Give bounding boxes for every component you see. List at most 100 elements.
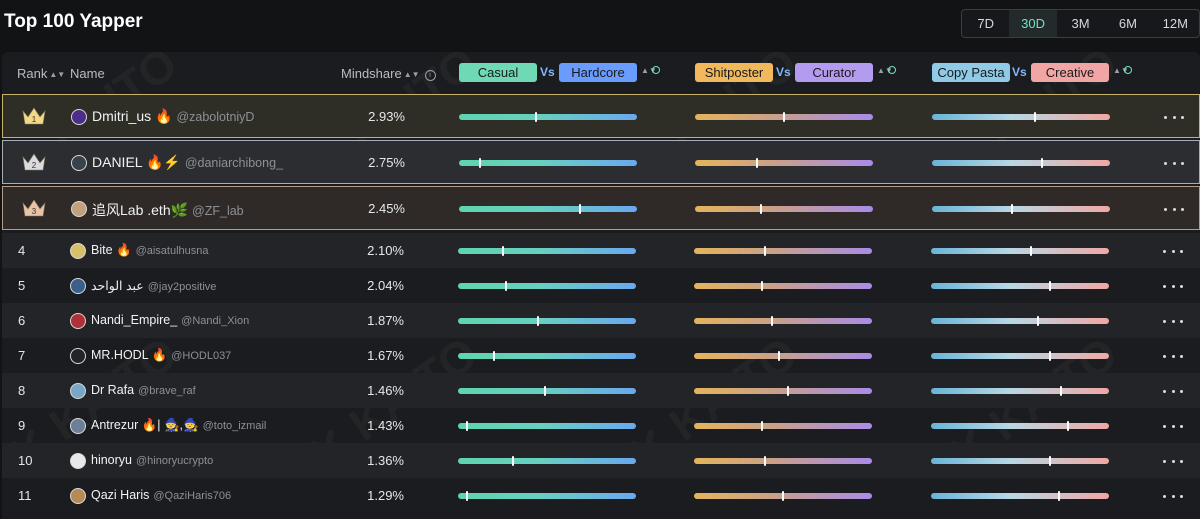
copypasta-creative-bar: [931, 386, 1109, 396]
avatar[interactable]: [70, 383, 86, 399]
user-name-cell[interactable]: Antrezur 🔥| 🧙,🧙 @toto_izmail: [91, 418, 266, 433]
mindshare-value: 1.29%: [367, 488, 404, 503]
crown-rank: 3: [32, 207, 37, 216]
table-row[interactable]: 11 Qazi Haris @QaziHaris706 1.29%: [2, 478, 1200, 513]
copypasta-creative-bar: [932, 112, 1110, 122]
vs-label: Vs: [776, 65, 791, 79]
user-name-cell[interactable]: Dmitri_us 🔥 @zabolotniyD: [92, 108, 254, 125]
more-options-icon[interactable]: [1163, 350, 1183, 362]
user-name-cell[interactable]: Qazi Haris @QaziHaris706: [91, 488, 231, 502]
rank-column-header[interactable]: Rank ▲▼: [17, 66, 65, 81]
mindshare-column-header[interactable]: Mindshare ▲▼ i: [341, 66, 436, 81]
shitposter-curator-bar: [694, 281, 872, 291]
user-handle: @toto_izmail: [202, 420, 267, 432]
score-marker: [1011, 204, 1014, 214]
more-options-icon[interactable]: [1163, 385, 1183, 397]
period-12m[interactable]: 12M: [1162, 16, 1188, 31]
avatar[interactable]: [70, 348, 86, 364]
user-name-cell[interactable]: Bite 🔥 @aisatulhusna: [91, 243, 209, 258]
score-marker: [783, 112, 785, 122]
avatar[interactable]: [70, 488, 86, 504]
score-marker: [544, 386, 547, 396]
period-30d[interactable]: 30D: [1009, 10, 1057, 37]
user-name-cell[interactable]: Nandi_Empire_ @Nandi_Xion: [91, 313, 249, 327]
table-row[interactable]: 10 hinoryu @hinoryucrypto 1.36%: [2, 443, 1200, 478]
more-options-icon[interactable]: [1163, 420, 1183, 432]
display-name: Bite 🔥: [91, 243, 132, 257]
avatar[interactable]: [70, 453, 86, 469]
user-name-cell[interactable]: MR.HODL 🔥 @HODL037: [91, 348, 231, 363]
period-7d[interactable]: 7D: [977, 16, 995, 31]
score-marker: [771, 316, 774, 326]
display-name: Dr Rafa: [91, 383, 135, 397]
score-marker: [465, 491, 468, 501]
more-options-icon[interactable]: [1163, 280, 1183, 292]
score-marker: [537, 316, 540, 326]
score-marker: [465, 421, 468, 431]
sort-icon[interactable]: ▲▼: [1113, 66, 1129, 75]
mindshare-value: 2.10%: [367, 243, 404, 258]
casual-hardcore-bar: [458, 246, 636, 256]
gear-icon[interactable]: [652, 66, 660, 74]
user-name-cell[interactable]: hinoryu @hinoryucrypto: [91, 453, 213, 467]
user-name-cell[interactable]: Dr Rafa @brave_raf: [91, 383, 196, 397]
score-marker: [512, 456, 515, 466]
more-options-icon[interactable]: [1164, 157, 1184, 169]
copypasta-creative-bar: [931, 351, 1109, 361]
copypasta-creative-bar: [931, 456, 1109, 466]
vs-label: Vs: [1012, 65, 1027, 79]
table-row[interactable]: 3 追风Lab .eth🌿 @ZF_lab 2.45%: [2, 186, 1200, 230]
avatar[interactable]: [70, 278, 86, 294]
crown-icon: 1: [22, 107, 46, 125]
score-marker: [760, 281, 763, 291]
gear-icon[interactable]: [888, 66, 896, 74]
period-6m[interactable]: 6M: [1118, 16, 1137, 31]
more-options-icon[interactable]: [1163, 245, 1183, 257]
gear-icon[interactable]: [1124, 66, 1132, 74]
avatar[interactable]: [70, 313, 86, 329]
top-bar: Top 100 Yapper 7D 30D 3M 6M 12M: [0, 0, 1200, 50]
crown-icon: 3: [22, 199, 46, 217]
avatar[interactable]: [71, 201, 87, 217]
rank-number: 5: [18, 278, 26, 293]
table-row[interactable]: 2 DANIEL 🔥⚡ @daniarchibong_ 2.75%: [2, 140, 1200, 184]
user-handle: @daniarchibong_: [184, 156, 283, 170]
table-row[interactable]: 5 عبد الواحد @jay2positive 2.04%: [2, 268, 1200, 303]
more-options-icon[interactable]: [1164, 111, 1184, 123]
name-column-header: Name: [70, 66, 105, 81]
table-row[interactable]: 6 Nandi_Empire_ @Nandi_Xion 1.87%: [2, 303, 1200, 338]
rank-number: 6: [18, 313, 26, 328]
score-marker: [764, 246, 767, 256]
info-icon[interactable]: i: [424, 70, 436, 81]
more-options-icon[interactable]: [1163, 490, 1183, 502]
shitposter-curator-bar: [694, 456, 872, 466]
sort-icon[interactable]: ▲▼: [641, 66, 657, 75]
table-row[interactable]: 8 Dr Rafa @brave_raf 1.46%: [2, 373, 1200, 408]
more-options-icon[interactable]: [1163, 315, 1183, 327]
period-3m[interactable]: 3M: [1071, 16, 1090, 31]
user-name-cell[interactable]: 追风Lab .eth🌿 @ZF_lab: [92, 200, 244, 220]
more-options-icon[interactable]: [1163, 455, 1183, 467]
table-row[interactable]: 1 Dmitri_us 🔥 @zabolotniyD 2.93%: [2, 94, 1200, 138]
sort-icon[interactable]: ▲▼: [877, 66, 893, 75]
vs-label: Vs: [540, 65, 555, 79]
shitposter-curator-bar: [695, 112, 873, 122]
more-options-icon[interactable]: [1164, 203, 1184, 215]
user-name-cell[interactable]: عبد الواحد @jay2positive: [91, 278, 216, 293]
mindshare-value: 1.36%: [367, 453, 404, 468]
score-marker: [1058, 491, 1061, 501]
score-marker: [492, 351, 495, 361]
table-row[interactable]: 7 MR.HODL 🔥 @HODL037 1.67%: [2, 338, 1200, 373]
mindshare-value: 2.75%: [368, 155, 405, 170]
copypasta-creative-bar: [931, 316, 1109, 326]
creative-pill: Creative: [1031, 63, 1109, 82]
table-row[interactable]: 9 Antrezur 🔥| 🧙,🧙 @toto_izmail 1.43%: [2, 408, 1200, 443]
table-row[interactable]: 4 Bite 🔥 @aisatulhusna 2.10%: [2, 233, 1200, 268]
avatar[interactable]: [71, 155, 87, 171]
rank-header-label: Rank: [17, 66, 48, 81]
avatar[interactable]: [70, 243, 86, 259]
avatar[interactable]: [71, 109, 87, 125]
rank-number: 9: [18, 418, 26, 433]
avatar[interactable]: [70, 418, 86, 434]
user-name-cell[interactable]: DANIEL 🔥⚡ @daniarchibong_: [92, 154, 283, 171]
